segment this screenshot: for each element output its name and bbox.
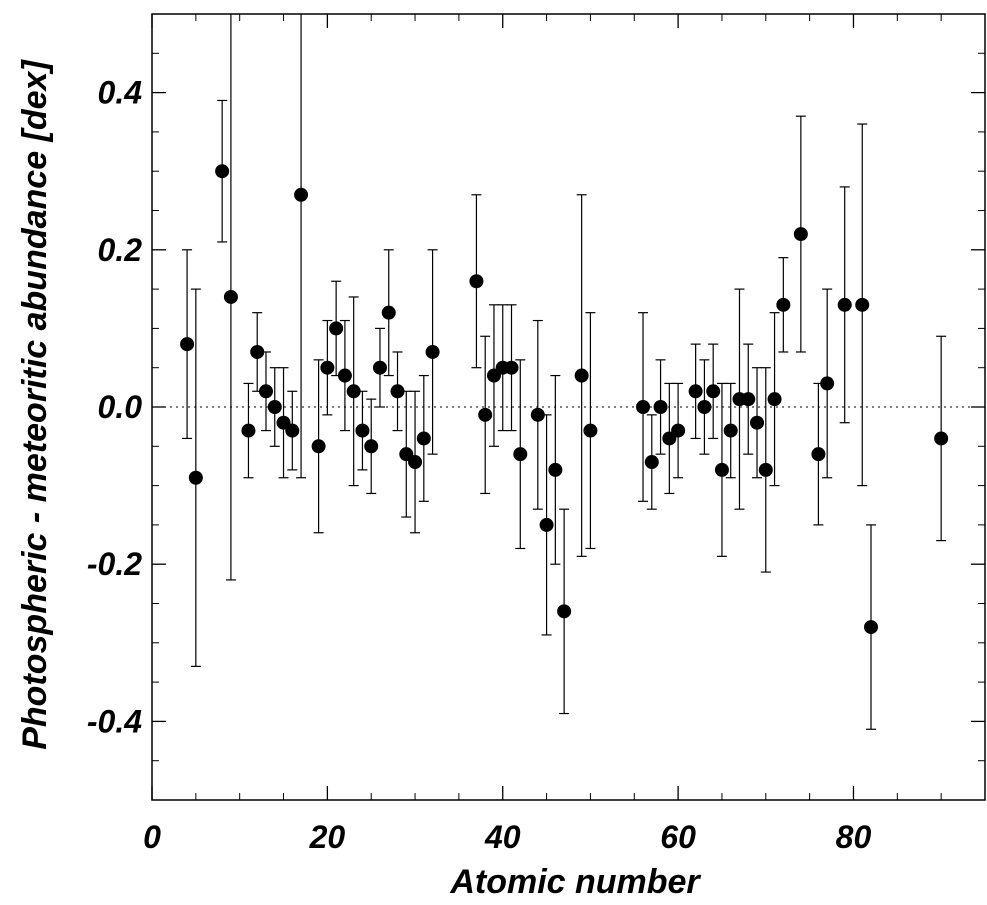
data-point <box>258 384 273 399</box>
data-point <box>758 462 773 477</box>
data-point <box>390 384 405 399</box>
data-point <box>776 297 791 312</box>
data-point <box>180 337 195 352</box>
x-tick-label: 80 <box>836 819 872 855</box>
y-axis-title: Photospheric - meteoritic abundance [dex… <box>16 59 54 750</box>
data-point <box>329 321 344 336</box>
y-tick-label: 0.0 <box>98 389 143 425</box>
data-point <box>934 431 949 446</box>
y-tick-label: -0.4 <box>87 703 142 739</box>
data-point <box>267 400 282 414</box>
data-point <box>793 227 808 242</box>
data-point <box>381 305 396 320</box>
y-tick-label: 0.4 <box>98 75 143 111</box>
data-point <box>311 439 326 454</box>
data-point <box>215 164 230 179</box>
data-point <box>706 384 721 399</box>
data-point <box>223 289 238 304</box>
data-point <box>416 431 431 446</box>
data-point <box>530 407 545 422</box>
data-point <box>697 400 712 414</box>
data-point <box>574 368 589 383</box>
data-point <box>811 447 826 462</box>
data-point <box>355 423 370 438</box>
data-point <box>241 423 256 438</box>
data-point <box>653 400 668 414</box>
data-point <box>837 297 852 312</box>
data-point <box>671 423 686 438</box>
data-point <box>636 400 651 414</box>
data-point <box>294 187 309 202</box>
data-point <box>714 462 729 477</box>
data-point <box>539 517 554 532</box>
data-point <box>583 423 598 438</box>
data-points <box>180 164 949 635</box>
data-point <box>320 360 335 375</box>
data-point <box>723 423 738 438</box>
x-tick-label: 60 <box>660 819 696 855</box>
data-point <box>855 297 870 312</box>
x-tick-labels: 0 20 40 60 80 <box>143 819 871 855</box>
data-point <box>478 407 493 422</box>
data-point <box>513 447 528 462</box>
data-point <box>557 604 572 619</box>
data-point <box>644 455 659 470</box>
data-point <box>767 392 782 407</box>
y-tick-label: 0.2 <box>98 232 143 268</box>
minor-ticks <box>152 13 986 801</box>
x-tick-label: 0 <box>143 819 161 855</box>
data-point <box>337 368 352 383</box>
y-tick-label: -0.2 <box>87 546 142 582</box>
data-point <box>425 344 440 359</box>
data-point <box>285 423 300 438</box>
y-tick-labels: -0.4 -0.2 0.0 0.2 0.4 <box>87 75 142 740</box>
data-point <box>250 344 265 359</box>
data-point <box>346 384 361 399</box>
error-bars <box>182 14 947 730</box>
data-point <box>372 360 387 375</box>
data-point <box>504 360 519 375</box>
data-point <box>741 392 756 407</box>
data-point <box>188 470 203 485</box>
data-point <box>364 439 379 454</box>
data-point <box>864 620 879 635</box>
major-ticks <box>151 14 985 800</box>
x-axis-title: Atomic number <box>449 863 701 901</box>
data-point <box>820 376 835 391</box>
data-point <box>750 415 765 430</box>
data-point <box>408 455 423 470</box>
x-tick-label: 40 <box>484 819 521 855</box>
x-tick-label: 20 <box>309 819 346 855</box>
data-point <box>469 274 484 289</box>
data-point <box>548 462 563 477</box>
data-point <box>688 384 703 399</box>
